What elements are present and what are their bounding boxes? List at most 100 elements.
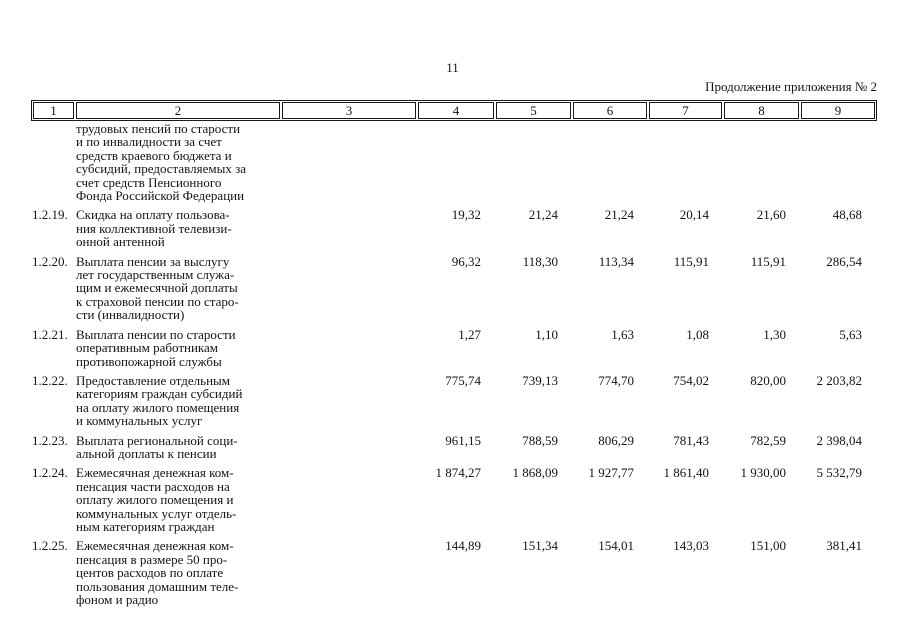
description-line: трудовых пенсий по старости — [76, 121, 241, 136]
value-cell: 48,68 — [832, 207, 862, 223]
value-cell: 154,01 — [598, 538, 634, 554]
value-cell: 774,70 — [598, 372, 634, 388]
value-cell: 2 203,82 — [816, 372, 863, 388]
row-number: 1.2.25. — [32, 538, 68, 554]
value-cell: 1 861,40 — [663, 465, 710, 481]
value-cell: 21,24 — [604, 207, 634, 223]
budget-table: 1 2 3 4 5 6 7 8 9 трудовых пенсий по ста… — [31, 100, 877, 606]
table-row: трудовых пенсий по старости и по инвалидн… — [31, 121, 877, 204]
table-body: трудовых пенсий по старости и по инвалидн… — [31, 121, 877, 607]
row-number: 1.2.24. — [32, 465, 68, 481]
header-col-6: 6 — [573, 102, 647, 119]
description-line: Ежемесячная денежная ком- — [76, 538, 234, 554]
description-line: сти (инвалидности) — [76, 307, 185, 323]
header-col-2: 2 — [76, 102, 280, 119]
value-cell: 5,63 — [839, 326, 862, 342]
header-col-7: 7 — [649, 102, 722, 119]
value-cell: 1,10 — [535, 326, 558, 342]
value-cell: 1,63 — [611, 326, 634, 342]
row-description: Ежемесячная денежная ком-пенсация части … — [74, 466, 280, 533]
description-line: лет государственным служа- — [76, 267, 235, 283]
value-cell: 1 868,09 — [512, 465, 559, 481]
header-col-9: 9 — [801, 102, 875, 119]
description-line: противопожарной службы — [76, 353, 222, 369]
value-cell: 739,13 — [522, 372, 558, 388]
row-description: трудовых пенсий по старости и по инвалидн… — [74, 121, 280, 204]
value-cell: 1,08 — [686, 326, 709, 342]
value-cell: 151,00 — [750, 538, 786, 554]
table-header-row: 1 2 3 4 5 6 7 8 9 — [31, 100, 877, 121]
description-line: Фонда Российской Федерации — [76, 188, 245, 204]
value-cell: 1,30 — [763, 326, 786, 342]
row-number: 1.2.22. — [32, 372, 68, 388]
value-cell: 1 930,00 — [740, 465, 787, 481]
value-cell: 20,14 — [679, 207, 709, 223]
row-number: 1.2.20. — [32, 253, 68, 269]
header-col-4: 4 — [418, 102, 494, 119]
table-row: 1.2.19. Скидка на оплату пользова-ния кол… — [31, 207, 877, 249]
continuation-note: Продолжение приложения № 2 — [705, 79, 877, 94]
value-cell: 5 532,79 — [816, 465, 863, 481]
value-cell: 1 874,27 — [435, 465, 482, 481]
value-cell: 21,24 — [528, 207, 558, 223]
description-line: категориям граждан субсидий — [76, 386, 243, 402]
row-description: Скидка на оплату пользова-ния коллективн… — [74, 208, 280, 249]
description-line: коммунальных услуг отдель- — [76, 505, 237, 521]
value-cell: 381,41 — [826, 538, 862, 554]
description-line: к страховой пенсии по старо- — [76, 293, 239, 309]
table-row: 1.2.24. Ежемесячная денежная ком-пенсация… — [31, 466, 877, 533]
description-line: пенсация в размере 50 про- — [76, 551, 228, 567]
description-line: субсидий, предоставляемых за — [76, 161, 246, 177]
value-cell: 151,34 — [522, 538, 558, 554]
value-cell: 113,34 — [598, 253, 634, 269]
row-description: Ежемесячная денежная ком-пенсация в разм… — [74, 539, 280, 606]
value-cell: 2 398,04 — [816, 432, 863, 448]
value-cell: 781,43 — [673, 432, 709, 448]
value-cell: 21,60 — [756, 207, 786, 223]
value-cell: 144,89 — [445, 538, 481, 554]
value-cell: 754,02 — [673, 372, 709, 388]
row-description: Выплата пенсии по старости оперативным ра… — [74, 327, 280, 369]
value-cell: 788,59 — [522, 432, 558, 448]
header-col-8: 8 — [724, 102, 799, 119]
row-number: 1.2.23. — [32, 432, 68, 448]
table-row: 1.2.21. Выплата пенсии по старости операти… — [31, 326, 877, 369]
value-cell: 782,59 — [750, 432, 786, 448]
row-description: Предоставление отдельным категориям гражд… — [74, 372, 280, 429]
table-row: 1.2.22. Предоставление отдельным категория… — [31, 372, 877, 429]
table-row: 1.2.23. Выплата региональной соци-альной … — [31, 432, 877, 461]
value-cell: 286,54 — [826, 253, 862, 269]
row-description: Выплата пенсии за выслугу лет государстве… — [74, 253, 280, 323]
description-line: и коммунальных услуг — [76, 413, 203, 429]
description-line: Выплата региональной соци- — [76, 432, 238, 448]
row-number: 1.2.21. — [32, 326, 68, 342]
description-line: ным категориям граждан — [76, 518, 215, 534]
value-cell: 143,03 — [673, 538, 709, 554]
value-cell: 115,91 — [673, 253, 709, 269]
description-line: альной доплаты к пенсии — [76, 445, 217, 461]
description-line: оперативным работникам — [76, 340, 219, 356]
value-cell: 1 927,77 — [588, 465, 635, 481]
description-line: пенсация части расходов на — [76, 478, 230, 494]
value-cell: 806,29 — [598, 432, 634, 448]
page-number: 11 — [446, 60, 459, 75]
description-line: Предоставление отдельным — [76, 372, 231, 388]
header-col-5: 5 — [496, 102, 571, 119]
description-line: Выплата пенсии за выслугу — [76, 253, 230, 269]
description-line: и по инвалидности за счет — [76, 134, 222, 150]
value-cell: 820,00 — [750, 372, 786, 388]
value-cell: 19,32 — [451, 207, 481, 223]
table-row: 1.2.20. Выплата пенсии за выслугу лет госу… — [31, 253, 877, 323]
value-cell: 775,74 — [445, 372, 481, 388]
description-line: оплату жилого помещения и — [76, 492, 234, 508]
description-line: центов расходов по оплате — [76, 565, 224, 581]
description-line: пользования домашним теле- — [76, 578, 239, 594]
description-line: средств краевого бюджета и — [76, 147, 232, 163]
description-line: на оплату жилого помещения — [76, 399, 240, 415]
row-number: 1.2.19. — [32, 207, 68, 223]
table-row: 1.2.25. Ежемесячная денежная ком-пенсация… — [31, 539, 877, 606]
value-cell: 118,30 — [522, 253, 558, 269]
header-col-3: 3 — [282, 102, 416, 119]
description-line: Ежемесячная денежная ком- — [76, 465, 234, 481]
